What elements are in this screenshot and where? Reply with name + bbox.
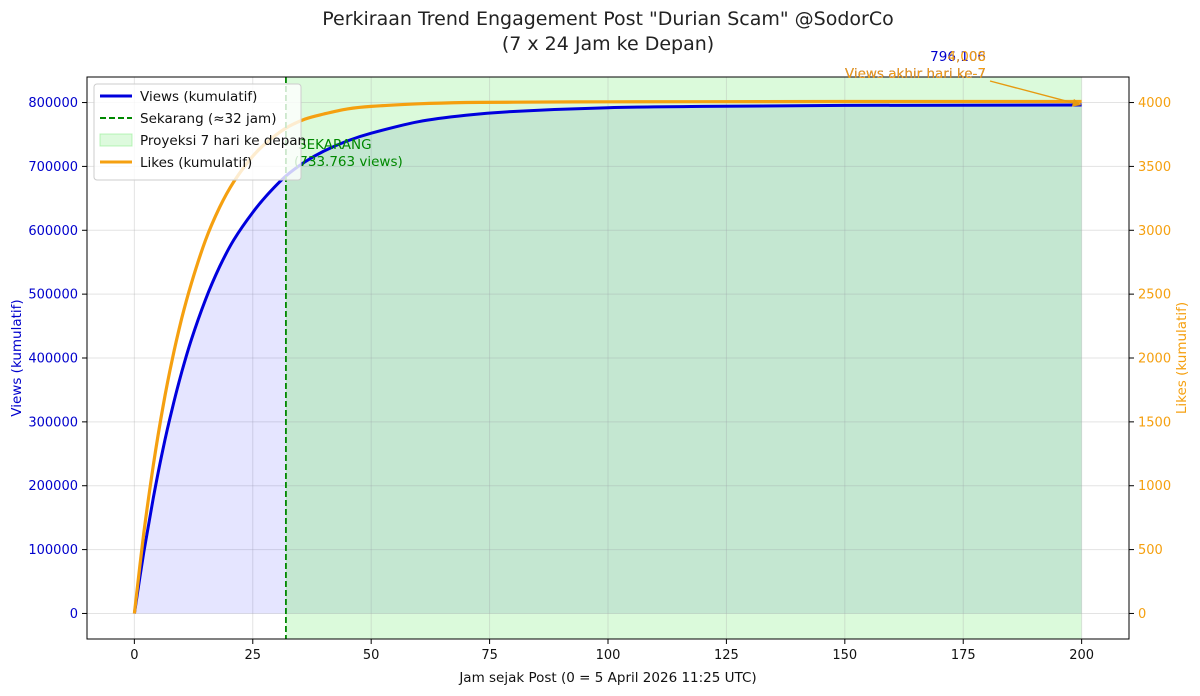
y-right-tick-label: 1500 (1138, 415, 1171, 430)
x-tick-label: 50 (363, 648, 380, 663)
x-tick-label: 75 (481, 648, 498, 663)
end-annotation: 796,106 4,008 Views akhir hari ke-7 View… (845, 49, 1082, 107)
legend-label-now: Sekarang (≈32 jam) (140, 111, 276, 127)
x-tick-label: 200 (1069, 648, 1094, 663)
y-right-tick-label: 4000 (1138, 96, 1171, 111)
legend-label-projection: Proyeksi 7 hari ke depan (140, 133, 306, 149)
views-end-value: 796,106 (930, 49, 986, 65)
y-left-tick-label: 200000 (28, 479, 78, 494)
projection-band (285, 77, 1082, 639)
end-annotation-arrow-head (1071, 98, 1082, 107)
now-label-line2: (733.763 views) (294, 154, 403, 170)
legend-label-views: Views (kumulatif) (140, 89, 257, 105)
legend-label-likes: Likes (kumulatif) (140, 155, 252, 171)
axes-layer: 0 25 50 75 100 125 150 175 200010000020000030000… (28, 76, 1171, 663)
chart-title-line1: Perkiraan Trend Engagement Post "Durian … (322, 8, 894, 30)
legend-box (93, 83, 302, 181)
now-label: SEKARANG (733.763 views) (294, 137, 403, 170)
x-tick-label: 0 (130, 648, 138, 663)
y-right-tick-label: 1000 (1138, 479, 1171, 494)
y-right-tick-label: 500 (1138, 543, 1163, 558)
likes-end-value: 4,008 (947, 49, 986, 65)
y-left-tick-label: 0 (70, 607, 78, 622)
y-right-tick-label: 2000 (1138, 352, 1171, 367)
now-label-line1: SEKARANG (298, 137, 372, 153)
y-left-tick-label: 700000 (28, 160, 78, 175)
end-annotation-text-likes: Views akhir hari ke-7 (845, 66, 986, 82)
y-right-tick-label: 3500 (1138, 160, 1171, 175)
views-area-projection (285, 105, 1082, 614)
end-annotation-text: Views akhir hari ke-7 (845, 66, 986, 82)
y-right-tick-label: 2500 (1138, 288, 1171, 303)
chart-title-line2: (7 x 24 Jam ke Depan) (502, 33, 714, 55)
x-tick-label: 25 (244, 648, 261, 663)
y-right-axis-label: Likes (kumulatif) (1174, 302, 1190, 414)
y-left-tick-label: 100000 (28, 543, 78, 558)
y-left-axis-label: Views (kumulatif) (9, 299, 25, 416)
legend: Views (kumulatif) Sekarang (≈32 jam) Pro… (93, 83, 306, 181)
end-annotation-arrow-line (989, 80, 1078, 105)
x-tick-label: 150 (832, 648, 857, 663)
y-left-tick-label: 300000 (28, 415, 78, 430)
y-left-tick-label: 500000 (28, 288, 78, 303)
y-right-tick-label: 0 (1138, 607, 1146, 622)
plot-background (285, 77, 1082, 639)
y-right-tick-label: 3000 (1138, 224, 1171, 239)
y-left-tick-label: 800000 (28, 96, 78, 111)
x-tick-label: 125 (714, 648, 739, 663)
x-tick-label: 175 (951, 648, 976, 663)
x-tick-label: 100 (596, 648, 621, 663)
y-left-tick-label: 600000 (28, 224, 78, 239)
views-area-fill (134, 176, 286, 614)
legend-swatch-projection (99, 133, 133, 147)
grid-lines (87, 77, 1129, 639)
y-left-tick-label: 400000 (28, 352, 78, 367)
x-axis-label: Jam sejak Post (0 = 5 April 2026 11:25 U… (458, 670, 756, 686)
